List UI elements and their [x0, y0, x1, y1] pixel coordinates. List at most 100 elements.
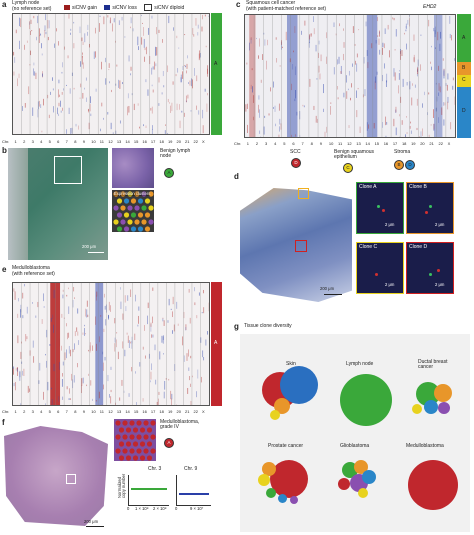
panel-f-scale: 200 μm — [84, 519, 99, 524]
cluster-a-label: A — [214, 61, 218, 67]
medullo-clone — [408, 460, 458, 510]
panel-f-ylabel: Normalized copy number — [117, 473, 127, 498]
zoom-box-f — [66, 474, 76, 484]
legend-scc-tag: D — [291, 158, 301, 168]
chr-tick: 7 — [301, 141, 304, 146]
lymph-clone — [340, 374, 392, 426]
chr-tick: 3 — [31, 139, 34, 144]
chr-tick: 6 — [57, 409, 60, 414]
panel-e-subtitle: (with reference set) — [12, 271, 55, 277]
panel-label-c: c — [236, 0, 241, 9]
chr-tick: 14 — [125, 409, 130, 414]
chr-tick: 11 — [99, 139, 104, 144]
chr-tick: 2 — [255, 141, 259, 146]
group-prostate-label: Prostate cancer — [268, 443, 304, 449]
chr-tick: 22 — [193, 139, 198, 144]
chr-tick: 15 — [133, 409, 139, 414]
panel-c-title: Squamous cell cancer — [246, 0, 296, 6]
breast-clone-4 — [438, 402, 450, 414]
chr-tick: 5 — [283, 141, 286, 146]
chr-tick: 19 — [167, 409, 173, 414]
cluster-a-bar — [211, 13, 222, 135]
chr-tick: 20 — [176, 409, 181, 414]
chr-tick: 21 — [184, 139, 190, 144]
chr-tick: 14 — [125, 139, 130, 144]
cluster-c-d: D — [457, 87, 471, 138]
chr-tick: X — [202, 409, 205, 414]
chr3-line — [131, 488, 167, 490]
prostate-clone-3 — [258, 474, 270, 486]
legend-stroma-tag-b: B — [394, 160, 404, 170]
zoom-box-red — [295, 240, 307, 252]
prostate-clone-1 — [270, 460, 308, 498]
chr-tick: 15 — [133, 139, 139, 144]
panel-c-cluster-bars: A B C D — [457, 14, 471, 138]
chr-tick: 19 — [411, 141, 416, 146]
chr-tick: 10 — [91, 139, 96, 144]
prostate-clone-4 — [266, 488, 276, 498]
prostate-clone-5 — [278, 494, 287, 503]
glio-clone-5 — [338, 478, 350, 490]
panel-a-title: Lymph node — [12, 0, 40, 6]
chr-tick: 13 — [356, 141, 361, 146]
gene-label: EHD2 — [423, 4, 437, 10]
chr-tick: X — [202, 139, 205, 144]
chr-tick: 5 — [48, 409, 51, 414]
panel-g-title: Tissue clone diversity — [244, 323, 292, 329]
chr-tick: 6 — [292, 141, 295, 146]
chr-tick: 9 — [82, 139, 85, 144]
chr-tick: 16 — [142, 139, 147, 144]
cluster-c-b: B — [457, 62, 471, 75]
chr-tick: 19 — [167, 139, 173, 144]
lymph-node-zoom-image — [112, 148, 154, 188]
group-breast-label: Ductal breast cancer — [418, 359, 448, 370]
zoom-box — [54, 156, 82, 184]
chr-tick: 17 — [150, 139, 156, 144]
clone-c-image: Clone C 2 μm — [356, 242, 404, 294]
chr-prefix: Chr. — [2, 139, 10, 144]
heatmap-a-svg — [13, 14, 209, 134]
chr-tick: 4 — [274, 141, 277, 146]
group-medulloblastoma-label: Medulloblastoma — [406, 443, 444, 449]
chr-tick: 5 — [48, 139, 51, 144]
legend-gain: siCNV gain — [64, 5, 97, 11]
chr-tick: 1 — [14, 409, 17, 414]
chr-tick: 3 — [265, 141, 268, 146]
chr-tick: 11 — [338, 141, 343, 146]
chr-tick: 18 — [401, 141, 407, 146]
chr-tick: 3 — [31, 409, 34, 414]
legend-stroma-tag-d: D — [405, 160, 415, 170]
cluster-e-bar — [211, 282, 222, 406]
chr-tick: 21 — [429, 141, 434, 146]
panel-label-a: a — [2, 0, 7, 9]
chr-tick: 18 — [159, 409, 164, 414]
chr-tick: 11 — [99, 409, 104, 414]
chr-tick: 2 — [23, 409, 26, 414]
breast-clone-5 — [412, 404, 422, 414]
breast-clone-2 — [434, 384, 452, 402]
scc-tissue-image: 200 μm — [240, 180, 352, 302]
chr-tick: 12 — [108, 409, 113, 414]
chr-tick: 9 — [82, 409, 85, 414]
chr-tick: 10 — [91, 409, 96, 414]
panel-label-g: g — [234, 322, 239, 331]
clone-b-image: Clone B 2 μm — [406, 182, 454, 234]
chr-tick: 17 — [392, 141, 398, 146]
chr-tick: 20 — [176, 139, 181, 144]
lymph-node-tissue-image: 200 μm — [8, 148, 108, 260]
cluster-c-a: A — [457, 14, 471, 62]
panel-label-f: f — [2, 418, 5, 427]
prostate-clone-2 — [262, 462, 276, 476]
panel-f-cluster-tag: A — [164, 438, 174, 448]
chr-tick: 8 — [74, 139, 77, 144]
chr-tick: 1 — [14, 139, 17, 144]
panel-label-b: b — [2, 146, 7, 155]
panel-f-caption: Medulloblastoma, grade IV — [160, 419, 200, 430]
panel-a-chr-axis: Chr. 1 2 3 4 5 6 7 8 9 10 11 12 13 14 15 16 17 18 19 20 21 22 X — [2, 139, 212, 145]
clone-d-image: Clone D 2 μm — [406, 242, 454, 294]
chr-tick: 22 — [193, 409, 198, 414]
panel-b-cluster-tag: A — [164, 168, 174, 178]
cluster-c-c: C — [457, 75, 471, 87]
chr-tick: 16 — [142, 409, 147, 414]
group-skin-label: Skin — [286, 361, 296, 367]
